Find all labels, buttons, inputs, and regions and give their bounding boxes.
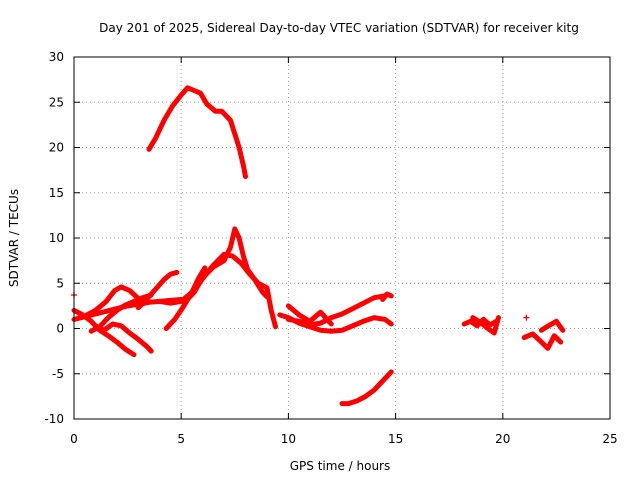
series-arc-m [339,369,394,407]
data-point [523,314,530,321]
series-arc-l [285,303,334,327]
x-tick-label: 0 [70,432,78,446]
data-series [71,85,566,407]
x-tick-label: 10 [281,432,296,446]
y-tick-label: 30 [49,50,64,64]
series-arc-i [183,226,270,304]
y-tick-label: 20 [49,141,64,155]
y-tick-label: 10 [49,231,64,245]
y-axis-label: SDTVAR / TECUs [7,189,21,287]
series-arc-high [146,85,248,179]
y-tick-label: 0 [56,322,64,336]
y-tick-label: -5 [52,367,64,381]
x-tick-label: 20 [495,432,510,446]
series-arc-n [380,291,394,302]
x-axis-label: GPS time / hours [290,459,391,473]
series-arc-r [538,318,566,333]
series-arc-q [521,331,564,351]
y-tick-label: 5 [56,276,64,290]
series-arc-c [92,321,154,354]
series-arc-b [84,284,148,318]
x-tick-label: 25 [602,432,617,446]
y-tick-label: 25 [49,95,64,109]
series-arc-p [470,315,501,336]
x-tick-label: 5 [177,432,185,446]
x-tick-label: 15 [388,432,403,446]
chart-title: Day 201 of 2025, Sidereal Day-to-day VTE… [99,21,579,35]
y-tick-label: -10 [44,412,64,426]
y-tick-label: 15 [49,186,64,200]
axis-ticks [73,56,611,420]
series-arc-k [277,312,394,334]
axis-tick-labels: 0 5 10 15 20 25 -10 -5 0 5 10 15 20 25 30 [44,50,617,446]
